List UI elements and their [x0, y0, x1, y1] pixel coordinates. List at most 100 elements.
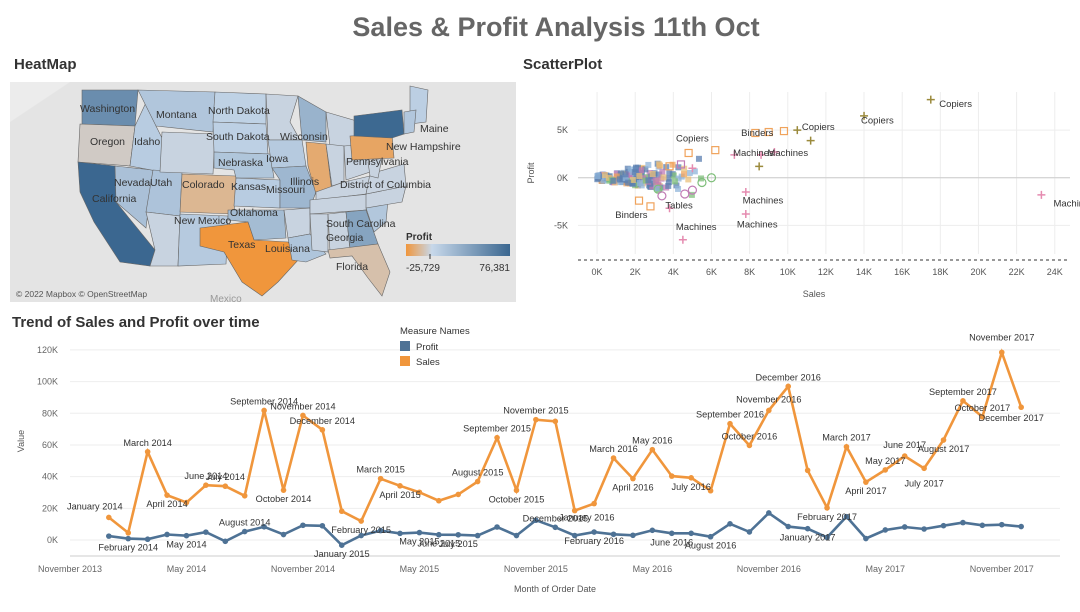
data-point-profit[interactable] — [804, 525, 811, 532]
data-point-sales[interactable] — [882, 467, 889, 473]
data-point-profit[interactable] — [183, 532, 190, 539]
data-point-sales[interactable] — [901, 453, 908, 459]
data-point-sales[interactable] — [998, 349, 1005, 356]
data-point-profit[interactable] — [571, 532, 578, 539]
data-point-profit[interactable] — [921, 526, 927, 532]
data-point-sales[interactable] — [668, 473, 675, 479]
data-point-sales[interactable] — [222, 483, 229, 490]
data-point-sales[interactable] — [533, 416, 539, 423]
data-point-sales[interactable] — [804, 467, 811, 474]
trend-chart[interactable]: 0K 20K 40K 60K 80K 100K 120K November 2013 May 2… — [0, 320, 1080, 607]
state-wyoming[interactable] — [159, 131, 216, 175]
data-point-profit[interactable] — [144, 536, 151, 543]
data-point-profit[interactable] — [610, 531, 617, 538]
data-point-sales[interactable] — [863, 479, 869, 485]
state-arizona[interactable] — [145, 211, 181, 267]
data-point-sales[interactable] — [843, 443, 850, 450]
data-point-sales[interactable] — [960, 398, 966, 404]
data-point-sales[interactable] — [280, 487, 287, 493]
data-point-sales[interactable] — [144, 448, 151, 455]
data-point-profit[interactable] — [358, 532, 364, 539]
data-point-profit[interactable] — [630, 532, 636, 539]
data-point-profit[interactable] — [513, 532, 520, 539]
state-montana[interactable] — [137, 89, 216, 133]
data-point-sales[interactable] — [494, 434, 500, 441]
data-point-sales[interactable] — [571, 507, 578, 514]
data-point-profit[interactable] — [649, 527, 656, 534]
state-new-hampshire[interactable] — [403, 109, 417, 135]
data-point-sales[interactable] — [649, 446, 656, 453]
data-point-profit[interactable] — [436, 531, 442, 538]
data-point-profit[interactable] — [727, 521, 733, 527]
data-point-profit[interactable] — [824, 534, 830, 541]
data-point-sales[interactable] — [940, 437, 947, 443]
state-west-virginia[interactable] — [367, 157, 383, 179]
data-point-profit[interactable] — [377, 527, 384, 534]
data-point-profit[interactable] — [319, 522, 326, 529]
data-point-profit[interactable] — [397, 530, 403, 537]
data-point-profit[interactable] — [203, 529, 209, 535]
data-point-sales[interactable] — [921, 465, 927, 472]
data-point-profit[interactable] — [668, 530, 675, 537]
legend-label[interactable]: Sales — [416, 357, 440, 368]
data-point-sales[interactable] — [241, 492, 248, 499]
data-point-sales[interactable] — [377, 475, 384, 482]
data-point-profit[interactable] — [960, 519, 966, 526]
data-point-sales[interactable] — [979, 414, 986, 420]
state-new-york[interactable] — [353, 109, 405, 139]
data-point-sales[interactable] — [688, 475, 694, 481]
data-point-profit[interactable] — [300, 522, 306, 529]
state-regions[interactable] — [77, 85, 429, 297]
data-point-profit[interactable] — [106, 533, 112, 539]
data-point-profit[interactable] — [280, 531, 287, 538]
scatter-svg[interactable]: 0K 2K 4K 6K 8K 10K 12K 14K 16K 18K 20K 22K 24K 5K 0K -5… — [520, 82, 1080, 302]
data-point-profit[interactable] — [416, 529, 423, 536]
state-nevada[interactable] — [114, 165, 154, 229]
state-arkansas[interactable] — [283, 207, 311, 239]
data-point-profit[interactable] — [998, 521, 1005, 528]
data-point-profit[interactable] — [746, 529, 753, 535]
data-point-sales[interactable] — [203, 482, 209, 489]
data-point-sales[interactable] — [766, 407, 772, 414]
state-mississippi[interactable] — [309, 213, 329, 253]
data-point-profit[interactable] — [707, 533, 714, 540]
data-point-sales[interactable] — [591, 500, 597, 507]
data-point-sales[interactable] — [261, 407, 267, 414]
scatter-plot[interactable]: 0K 2K 4K 6K 8K 10K 12K 14K 16K 18K 20K 22K 24K 5K 0K -5… — [520, 82, 1080, 302]
data-point-sales[interactable] — [397, 483, 403, 489]
data-point-profit[interactable] — [882, 527, 889, 533]
data-point-profit[interactable] — [241, 528, 248, 535]
data-point-profit[interactable] — [688, 530, 694, 537]
data-point-profit[interactable] — [552, 524, 559, 531]
data-point-profit[interactable] — [455, 531, 462, 538]
data-point-sales[interactable] — [106, 514, 112, 521]
data-point-profit[interactable] — [766, 510, 772, 516]
data-point-sales[interactable] — [785, 383, 792, 390]
data-point-sales[interactable] — [1018, 404, 1024, 411]
data-point-sales[interactable] — [358, 518, 364, 524]
data-point-sales[interactable] — [319, 427, 326, 433]
data-point-profit[interactable] — [164, 531, 170, 538]
data-point-profit[interactable] — [940, 522, 947, 529]
data-point-sales[interactable] — [746, 442, 753, 449]
data-point-sales[interactable] — [474, 478, 481, 485]
data-point-sales[interactable] — [630, 475, 636, 482]
heatmap-map[interactable]: Washington Montana North Dakota Oregon Idaho… — [10, 82, 516, 305]
state-florida[interactable] — [327, 243, 391, 297]
data-point-profit[interactable] — [863, 535, 869, 542]
data-point-sales[interactable] — [436, 497, 442, 504]
data-point-sales[interactable] — [125, 530, 132, 536]
series-line-sales[interactable] — [107, 348, 1023, 536]
data-point-profit[interactable] — [979, 522, 986, 529]
state-texas[interactable] — [199, 221, 301, 297]
us-map-svg[interactable]: Washington Montana North Dakota Oregon Idaho… — [10, 82, 516, 305]
trend-svg[interactable]: 0K 20K 40K 60K 80K 100K 120K November 2013 May 2… — [0, 320, 1080, 607]
data-point-sales[interactable] — [610, 455, 617, 461]
data-point-sales[interactable] — [300, 412, 306, 419]
data-point-profit[interactable] — [474, 532, 481, 539]
data-point-sales[interactable] — [513, 487, 520, 494]
data-point-sales[interactable] — [727, 420, 733, 427]
state-virginia[interactable] — [365, 163, 407, 195]
state-minnesota[interactable] — [265, 93, 301, 141]
data-point-profit[interactable] — [494, 524, 500, 530]
